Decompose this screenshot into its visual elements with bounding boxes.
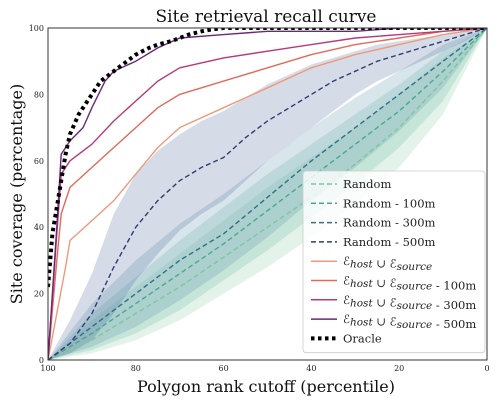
y-tick-label: 80 xyxy=(34,90,44,99)
x-tick-label: 0 xyxy=(484,364,489,373)
y-tick-label: 40 xyxy=(34,223,44,232)
series-line-host-source xyxy=(48,28,487,360)
axes xyxy=(47,27,488,361)
tick-labels: 100 80 60 40 20 0 0 20 40 60 80 100 xyxy=(29,24,490,373)
legend-label-random-500m: Random - 500m xyxy=(343,235,436,249)
legend-box xyxy=(302,170,486,354)
legend-label-host-source-500m: ℰhost ∪ ℰsource - 500m xyxy=(343,312,476,331)
x-axis-label: Polygon rank cutoff (percentile) xyxy=(137,377,395,396)
x-tick-label: 80 xyxy=(131,364,141,373)
series-line-oracle xyxy=(48,28,487,288)
plot-frame xyxy=(47,27,488,361)
x-tick-label: 100 xyxy=(40,364,55,373)
legend-label-oracle: Oracle xyxy=(343,331,382,345)
y-tick-label: 60 xyxy=(34,157,44,166)
legend-label-host-source: ℰhost ∪ ℰsource xyxy=(343,254,432,273)
legend-label-random: Random xyxy=(343,177,391,191)
series-line-random-100m xyxy=(48,28,487,360)
y-tick-label: 20 xyxy=(34,290,44,299)
series-line-random-500m xyxy=(48,28,487,360)
x-tick-label: 60 xyxy=(219,364,229,373)
series-line-random-300m xyxy=(48,28,487,360)
x-tick-label: 40 xyxy=(306,364,316,373)
chart-title: Site retrieval recall curve xyxy=(156,7,377,27)
series-line-host-source-100m xyxy=(48,28,487,360)
legend-label-host-source-300m: ℰhost ∪ ℰsource - 300m xyxy=(343,293,476,312)
series-line-host-source-300m xyxy=(48,28,487,360)
y-tick-label: 0 xyxy=(39,356,44,365)
series-lines xyxy=(48,28,487,360)
y-axis-label: Site coverage (percentage) xyxy=(7,84,26,304)
x-tick-label: 20 xyxy=(394,364,404,373)
legend-label-random-300m: Random - 300m xyxy=(343,216,436,230)
legend-label-random-100m: Random - 100m xyxy=(343,196,436,210)
y-tick-label: 100 xyxy=(29,24,44,33)
legend-label-host-source-100m: ℰhost ∪ ℰsource - 100m xyxy=(343,274,476,293)
series-line-random xyxy=(48,28,487,360)
legend: Random Random - 100m Random - 300m Random -… xyxy=(302,170,486,354)
series-line-host-source-500m xyxy=(48,28,487,360)
band-random-500m xyxy=(48,28,487,360)
